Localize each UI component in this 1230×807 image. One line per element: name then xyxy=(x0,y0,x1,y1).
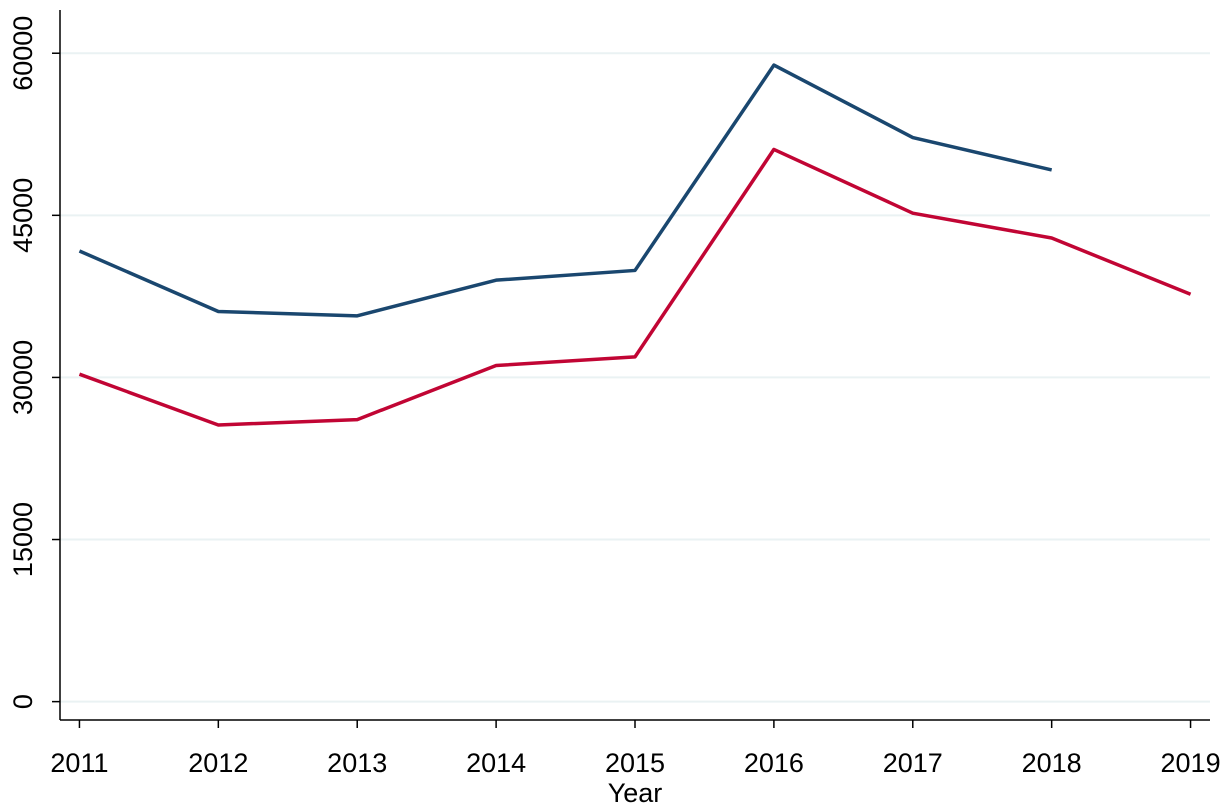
x-tick-label: 2015 xyxy=(605,748,665,778)
series-line xyxy=(78,63,1053,318)
x-tick-label: 2019 xyxy=(1161,748,1221,778)
x-tick-label: 2018 xyxy=(1022,748,1082,778)
y-tick-label: 60000 xyxy=(8,16,38,91)
x-tick-label: 2014 xyxy=(466,748,526,778)
x-tick-label: 2016 xyxy=(744,748,804,778)
y-tick-label: 45000 xyxy=(8,178,38,253)
x-tick-label: 2013 xyxy=(327,748,387,778)
x-tick-label: 2017 xyxy=(883,748,943,778)
y-tick-label: 15000 xyxy=(8,502,38,577)
x-tick-label: 2011 xyxy=(50,748,108,778)
series-line xyxy=(78,147,1192,427)
x-axis-title: Year xyxy=(608,778,663,807)
y-tick-label: 30000 xyxy=(8,340,38,415)
x-tick-label: 2012 xyxy=(188,748,248,778)
y-tick-label: 0 xyxy=(8,694,38,709)
